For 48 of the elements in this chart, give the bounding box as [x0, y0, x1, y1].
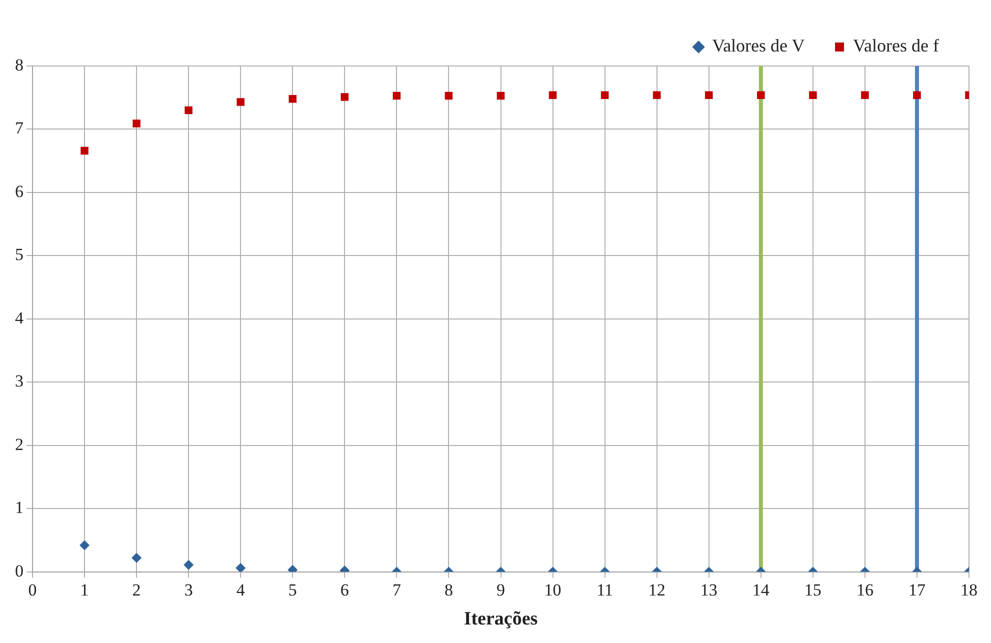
x-tick-label: 8	[444, 580, 453, 600]
y-tick-label: 4	[15, 308, 24, 328]
point	[392, 92, 401, 100]
point	[184, 106, 192, 114]
x-tick-label: 12	[648, 580, 666, 600]
x-tick-label: 3	[184, 580, 193, 600]
x-tick-label: 0	[28, 580, 37, 600]
x-tick-label: 10	[544, 580, 562, 600]
point	[652, 91, 661, 99]
y-tick-label: 2	[15, 434, 24, 454]
x-tick-label: 14	[752, 580, 770, 600]
y-tick-label: 5	[15, 245, 24, 264]
x-tick-label: 17	[908, 580, 926, 600]
y-tick-label: 3	[15, 372, 24, 391]
x-tick-label: 15	[804, 580, 822, 600]
x-tick-label: 6	[340, 580, 349, 600]
y-tick-label: 1	[15, 498, 24, 518]
point	[80, 146, 88, 155]
point	[288, 94, 297, 103]
point	[861, 91, 869, 99]
x-tick-label: 11	[596, 580, 613, 600]
y-tick-label: 7	[15, 118, 24, 138]
x-tick-label: 7	[392, 580, 402, 600]
legend-label: Valores de f	[853, 36, 940, 56]
y-tick-label: 8	[15, 55, 24, 74]
point	[496, 92, 505, 100]
y-tick-label: 6	[15, 182, 24, 201]
point	[600, 91, 609, 99]
point	[913, 91, 921, 99]
point	[704, 91, 713, 99]
x-tick-label: 16	[856, 580, 874, 600]
x-tick-label: 2	[132, 580, 141, 600]
point	[757, 91, 765, 99]
x-tick-label: 4	[236, 580, 246, 600]
y-tick-label: 0	[15, 561, 24, 580]
x-tick-label: 18	[960, 580, 978, 600]
x-tick-label: 5	[288, 580, 297, 600]
point	[809, 91, 817, 99]
legend-label: Valores de V	[712, 36, 805, 56]
point	[340, 93, 349, 101]
point	[548, 91, 557, 99]
point	[236, 98, 244, 106]
x-tick-label: 1	[80, 580, 89, 600]
x-tick-label: 13	[700, 580, 718, 600]
point	[132, 120, 140, 128]
x-tick-label: 9	[496, 580, 505, 600]
point	[444, 92, 453, 100]
x-axis-title: Iterações	[464, 608, 538, 630]
